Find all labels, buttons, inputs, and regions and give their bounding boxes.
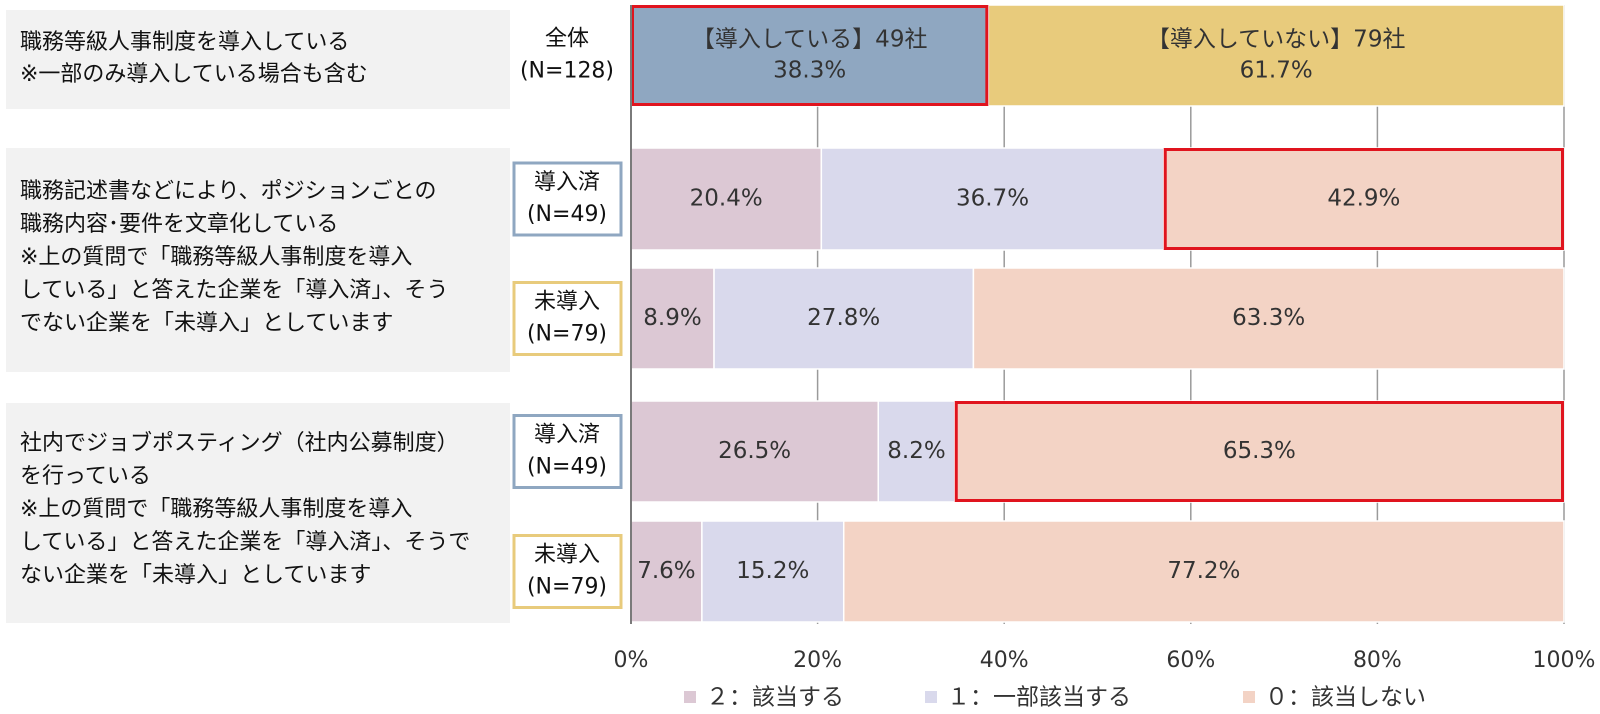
x-tick-label: 100% <box>1533 648 1596 673</box>
question-panel-background <box>6 10 510 109</box>
legend-item: ０：該当しない <box>1243 685 1426 711</box>
bar-row: 26.5% 8.2% 65.3% <box>630 400 1565 503</box>
group-labels: 全体 (N=128) 導入済 (N=49) 未導入 (N=79) 導入済 (N=49) 未導入 (… <box>512 27 623 609</box>
bar-segment-label: 8.9% <box>643 305 701 331</box>
legend-swatch <box>684 691 696 703</box>
group-label: 未導入 (N=79) <box>512 534 623 609</box>
bar-segment-label: 27.8% <box>807 305 880 331</box>
group-label-line: (N=79) <box>527 322 607 347</box>
bar-segment <box>701 520 845 623</box>
bar-segment <box>630 4 990 107</box>
group-label-line: 導入済 <box>534 423 600 448</box>
question-text-line: ※一部のみ導入している場合も含む <box>20 62 368 87</box>
question-text-line: ※上の質問で「職務等級人事制度を導入 <box>20 245 412 270</box>
bar-row: 20.4% 36.7% 42.9% <box>630 147 1565 251</box>
legend: ２：該当する １：一部該当する ０：該当しない <box>684 685 1426 711</box>
bar-segment <box>630 147 823 251</box>
question-text-line: 職務記述書などにより、ポジションごとの <box>20 179 436 204</box>
legend-swatch <box>1243 691 1255 703</box>
question-text-line: 社内でジョブポスティング（社内公募制度） <box>20 431 459 456</box>
legend-label: ２：該当する <box>706 685 844 711</box>
group-label-line: (N=128) <box>520 59 614 84</box>
bar-segment-label: 【導入していない】79社 <box>1147 27 1406 53</box>
bar-segment-label: 38.3% <box>773 58 846 84</box>
bar-segment-label: 42.9% <box>1327 186 1400 212</box>
question-text-line: している」と答えた企業を「導入済」、そうで <box>20 530 470 555</box>
bar-segment <box>842 520 1565 623</box>
group-label-box <box>512 281 623 356</box>
highlight-box <box>631 5 989 106</box>
bar-row: 7.6% 15.2% 77.2% <box>630 520 1565 623</box>
bar-segment-label: 20.4% <box>690 186 763 212</box>
question-text-line: ない企業を「未導入」としています <box>20 563 371 588</box>
highlight-box <box>954 401 1564 502</box>
legend-item: １：一部該当する <box>925 685 1131 711</box>
bar-segment-label: 77.2% <box>1167 558 1240 584</box>
question-text-line: を行っている <box>20 464 151 489</box>
bar-segment-label: 15.2% <box>736 558 809 584</box>
legend-label: ０：該当しない <box>1265 685 1426 711</box>
bars: 【導入している】49社 38.3% 【導入していない】79社 61.7% 20.4% 36… <box>630 4 1565 623</box>
question-text-line: でない企業を「未導入」としています <box>20 311 393 336</box>
bar-segment-label: 26.5% <box>718 438 791 464</box>
question-panel: 職務等級人事制度を導入している ※一部のみ導入している場合も含む <box>6 10 510 109</box>
bar-segment-label: 61.7% <box>1240 58 1313 84</box>
question-text-line: 職務等級人事制度を導入している <box>20 30 349 55</box>
question-panels: 職務等級人事制度を導入している ※一部のみ導入している場合も含む職務記述書などによ… <box>6 10 510 623</box>
bar-segment-label: 36.7% <box>956 186 1029 212</box>
bar-segment-label: 【導入している】49社 <box>692 27 928 53</box>
bar-segment-label: 7.6% <box>637 558 695 584</box>
group-label: 導入済 (N=49) <box>512 161 623 237</box>
question-text-line: している」と答えた企業を「導入済」、そう <box>20 278 448 303</box>
group-label-box <box>512 161 623 237</box>
question-panel: 社内でジョブポスティング（社内公募制度） を行っている ※上の質問で「職務等級人事制… <box>6 403 510 623</box>
x-tick-label: 0% <box>614 648 649 673</box>
group-label-line: (N=79) <box>527 575 607 600</box>
bar-segment <box>630 400 879 503</box>
group-label: 導入済 (N=49) <box>512 414 623 489</box>
bar-segment <box>713 267 975 370</box>
bar-row: 8.9% 27.8% 63.3% <box>630 267 1565 370</box>
x-tick-label: 40% <box>980 648 1029 673</box>
bar-row: 【導入している】49社 38.3% 【導入していない】79社 61.7% <box>630 4 1565 107</box>
group-label: 未導入 (N=79) <box>512 281 623 356</box>
group-label-line: 全体 <box>545 27 589 52</box>
bar-segment <box>820 147 1165 251</box>
highlight-box <box>1163 148 1565 250</box>
bar-segment <box>630 267 715 370</box>
bar-segment-label: 8.2% <box>887 438 945 464</box>
group-label-box <box>512 534 623 609</box>
legend-item: ２：該当する <box>684 685 844 711</box>
bar-segment-label: 65.3% <box>1223 438 1296 464</box>
x-tick-label: 20% <box>793 648 842 673</box>
group-label-line: (N=49) <box>527 455 607 480</box>
legend-label: １：一部該当する <box>947 685 1131 711</box>
bar-segment-label: 63.3% <box>1232 305 1305 331</box>
x-axis: 0% 20% 40% 60% 80% 100% <box>614 5 1596 673</box>
legend-swatch <box>925 691 937 703</box>
group-label-box <box>512 414 623 489</box>
bar-segment <box>630 520 703 623</box>
x-tick-label: 80% <box>1353 648 1402 673</box>
question-panel-background <box>6 148 510 372</box>
group-label-line: 未導入 <box>534 543 600 568</box>
group-label: 全体 (N=128) <box>520 27 614 84</box>
question-text-line: ※上の質問で「職務等級人事制度を導入 <box>20 497 412 522</box>
group-label-line: 未導入 <box>534 290 600 315</box>
x-tick-label: 60% <box>1166 648 1215 673</box>
group-label-line: (N=49) <box>527 202 607 227</box>
bar-segment <box>987 4 1565 107</box>
question-panel-background <box>6 403 510 623</box>
question-text-line: 職務内容･要件を文章化している <box>20 212 338 237</box>
group-label-line: 導入済 <box>534 170 600 195</box>
bar-segment <box>972 267 1565 370</box>
